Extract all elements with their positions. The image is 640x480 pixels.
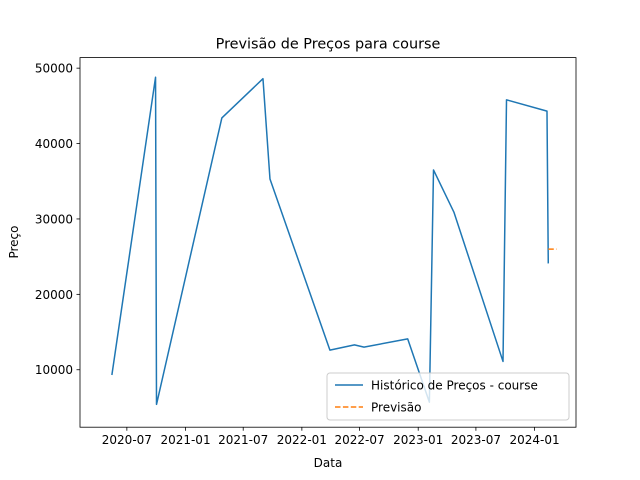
series-layer: [111, 76, 557, 406]
y-tick-label: 50000: [35, 62, 73, 76]
y-tick-label: 40000: [35, 137, 73, 151]
chart-title: Previsão de Preços para course: [216, 37, 441, 53]
x-tick-label: 2021-07: [218, 433, 268, 447]
plot-area-frame: [79, 57, 577, 428]
legend-label-historico: Histórico de Preços - course: [371, 379, 538, 393]
legend: Histórico de Preços - course Previsão: [326, 372, 570, 421]
y-tick-label: 10000: [35, 363, 73, 377]
x-tick-label: 2020-07: [102, 433, 152, 447]
x-tick-label: 2023-01: [393, 433, 443, 447]
legend-label-previsao: Previsão: [371, 401, 421, 415]
y-tick-label: 30000: [35, 212, 73, 226]
x-tick-label: 2024-01: [509, 433, 559, 447]
y-axis-label: Preço: [7, 225, 21, 258]
y-axis-ticks: 10000 20000 30000 40000 50000: [35, 62, 80, 377]
x-tick-label: 2022-01: [277, 433, 327, 447]
x-axis-label: Data: [314, 456, 343, 470]
legend-frame: [326, 372, 570, 421]
x-axis-ticks: 2020-07 2021-01 2021-07 2022-01 2022-07 2023-…: [102, 427, 560, 447]
x-tick-label: 2021-01: [160, 433, 210, 447]
x-tick-label: 2023-07: [451, 433, 501, 447]
y-tick-label: 20000: [35, 288, 73, 302]
x-tick-label: 2022-07: [334, 433, 384, 447]
